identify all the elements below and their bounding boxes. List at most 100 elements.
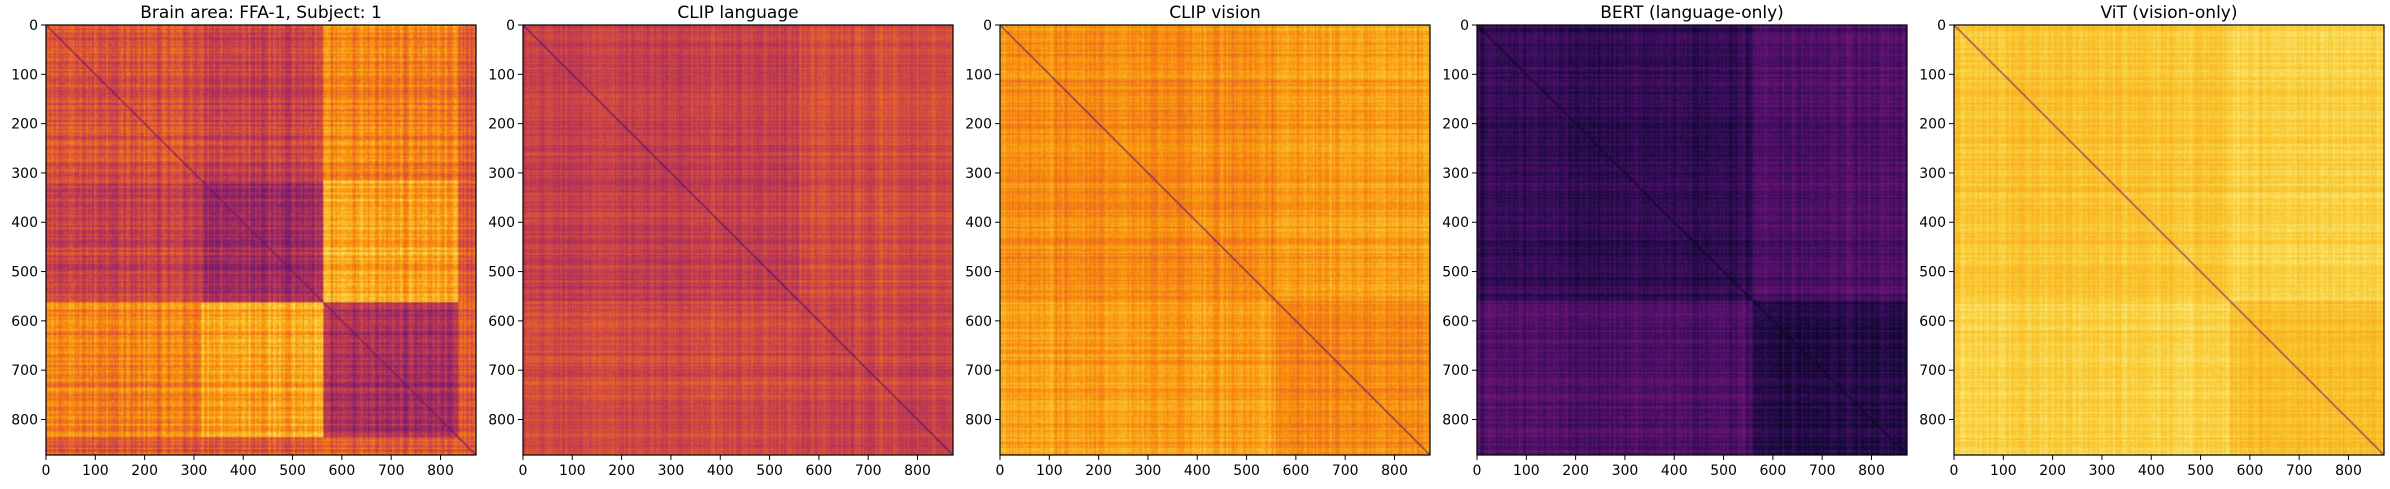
y-tick-label: 400: [965, 215, 992, 231]
y-tick-label: 200: [1442, 117, 1469, 133]
y-tick-label: 300: [11, 166, 38, 182]
x-tick-label: 0: [42, 463, 51, 479]
y-tick-label: 400: [488, 215, 515, 231]
x-tick-label: 400: [2138, 463, 2165, 479]
y-tick-label: 0: [1460, 18, 1469, 34]
heatmap-panel-5: ViT (vision-only) 0 100 200 300 400 500 600 700 8…: [1919, 3, 2385, 479]
panel-title: CLIP language: [677, 3, 798, 23]
y-tick-label: 800: [11, 412, 38, 428]
y-tick-label: 200: [11, 117, 38, 133]
x-tick-label: 800: [2335, 463, 2362, 479]
heatmap-panel-3: CLIP vision 0 100 200 300 400 500 600 700 800 0 100…: [965, 3, 1431, 479]
x-tick-label: 300: [2089, 463, 2116, 479]
x-tick-label: 600: [2237, 463, 2264, 479]
x-tick-label: 100: [82, 463, 109, 479]
x-tick-label: 200: [1562, 463, 1589, 479]
panel-title: Brain area: FFA-1, Subject: 1: [140, 3, 382, 23]
y-tick-label: 400: [11, 215, 38, 231]
y-tick-label: 700: [11, 363, 38, 379]
y-tick-label: 100: [1442, 67, 1469, 83]
x-tick-label: 100: [1990, 463, 2017, 479]
heatmap-cells: [523, 25, 953, 455]
y-tick-label: 200: [488, 117, 515, 133]
y-tick-label: 500: [11, 265, 38, 281]
x-tick-label: 200: [1085, 463, 1112, 479]
y-tick-label: 0: [506, 18, 515, 34]
y-tick-label: 600: [11, 314, 38, 330]
x-tick-label: 500: [756, 463, 783, 479]
plot-frame: [999, 24, 1431, 456]
y-tick-label: 700: [488, 363, 515, 379]
y-tick-label: 600: [488, 314, 515, 330]
panel-title: ViT (vision-only): [2101, 3, 2238, 23]
x-tick-label: 0: [519, 463, 528, 479]
y-tick-label: 600: [1442, 314, 1469, 330]
y-tick-label: 0: [29, 18, 38, 34]
x-tick-label: 500: [279, 463, 306, 479]
y-tick-label: 300: [488, 166, 515, 182]
y-tick-label: 700: [965, 363, 992, 379]
y-tick-label: 300: [1919, 166, 1946, 182]
x-tick-label: 400: [1661, 463, 1688, 479]
x-tick-label: 500: [1710, 463, 1737, 479]
x-tick-label: 200: [2039, 463, 2066, 479]
x-tick-label: 300: [1612, 463, 1639, 479]
y-tick-label: 400: [1442, 215, 1469, 231]
y-tick-label: 800: [1919, 412, 1946, 428]
heatmap-cells: [1000, 25, 1430, 455]
y-tick-label: 800: [965, 412, 992, 428]
y-tick-label: 400: [1919, 215, 1946, 231]
x-tick-label: 800: [1381, 463, 1408, 479]
x-tick-label: 0: [1473, 463, 1482, 479]
y-tick-label: 500: [488, 265, 515, 281]
x-tick-label: 800: [427, 463, 454, 479]
x-tick-label: 700: [378, 463, 405, 479]
y-tick-label: 0: [1937, 18, 1946, 34]
plot-frame: [1476, 24, 1908, 456]
x-tick-label: 100: [559, 463, 586, 479]
x-tick-label: 700: [1332, 463, 1359, 479]
y-tick-label: 800: [1442, 412, 1469, 428]
x-tick-label: 300: [1135, 463, 1162, 479]
panel-title: CLIP vision: [1169, 3, 1261, 23]
y-tick-label: 500: [1442, 265, 1469, 281]
y-tick-label: 200: [965, 117, 992, 133]
y-tick-label: 700: [1919, 363, 1946, 379]
heatmap-cells: [1477, 25, 1907, 455]
x-tick-label: 100: [1513, 463, 1540, 479]
x-tick-label: 500: [1233, 463, 1260, 479]
x-tick-label: 0: [1950, 463, 1959, 479]
heatmap-cells: [46, 25, 476, 455]
plot-frame: [1953, 24, 2385, 456]
y-tick-label: 800: [488, 412, 515, 428]
y-tick-label: 100: [11, 67, 38, 83]
y-tick-label: 500: [1919, 265, 1946, 281]
y-tick-label: 500: [965, 265, 992, 281]
x-tick-label: 0: [996, 463, 1005, 479]
x-tick-label: 800: [1858, 463, 1885, 479]
x-tick-label: 400: [230, 463, 257, 479]
x-tick-label: 700: [1809, 463, 1836, 479]
y-tick-label: 200: [1919, 117, 1946, 133]
x-tick-label: 500: [2187, 463, 2214, 479]
y-tick-label: 100: [1919, 67, 1946, 83]
y-tick-label: 300: [965, 166, 992, 182]
plot-frame: [45, 24, 477, 456]
x-tick-label: 400: [1184, 463, 1211, 479]
panel-title: BERT (language-only): [1600, 3, 1784, 23]
x-tick-label: 300: [181, 463, 208, 479]
plot-frame: [522, 24, 954, 456]
x-tick-label: 200: [608, 463, 635, 479]
y-tick-label: 100: [488, 67, 515, 83]
heatmap-cells: [1954, 25, 2384, 455]
x-tick-label: 700: [2286, 463, 2313, 479]
y-tick-label: 700: [1442, 363, 1469, 379]
x-tick-label: 400: [707, 463, 734, 479]
x-tick-label: 600: [1760, 463, 1787, 479]
x-tick-label: 600: [806, 463, 833, 479]
x-tick-label: 700: [855, 463, 882, 479]
y-tick-label: 100: [965, 67, 992, 83]
x-tick-label: 200: [131, 463, 158, 479]
